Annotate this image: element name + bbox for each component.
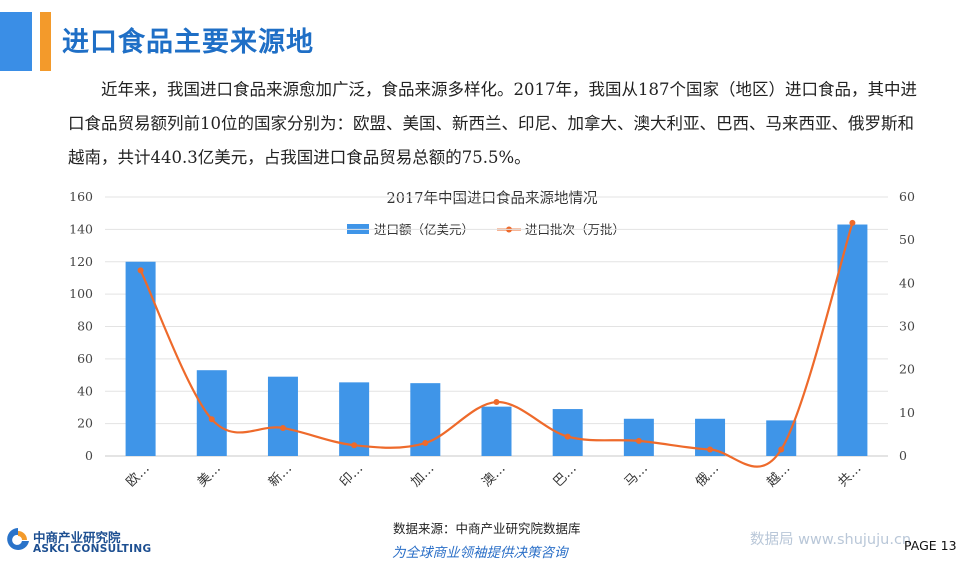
line-point [208, 416, 215, 423]
line-point [849, 219, 856, 226]
left-axis-tick-label: 100 [69, 286, 93, 301]
logo-text-cn: 中商产业研究院 [33, 530, 121, 545]
page-number: PAGE 13 [904, 538, 957, 553]
left-axis-tick-label: 40 [77, 383, 93, 398]
bar [267, 376, 298, 456]
line-point [351, 442, 358, 449]
left-axis-ticks: 0 20 40 60 80 100 120 140 160 [69, 189, 93, 463]
chart-gridlines [105, 196, 888, 457]
category-label: 欧… [124, 461, 153, 490]
bar [196, 370, 227, 456]
line-point [564, 433, 571, 440]
left-axis-tick-label: 160 [69, 189, 93, 204]
category-label: 马… [622, 461, 651, 490]
right-axis-tick-label: 60 [899, 189, 915, 204]
left-axis-tick-label: 120 [69, 254, 93, 269]
right-axis-tick-label: 40 [899, 275, 915, 290]
line-point [707, 446, 714, 453]
data-source-note: 数据来源：中商产业研究院数据库 [393, 521, 581, 536]
title-accent-bar-orange [40, 12, 51, 71]
watermark-text: 数据局 www.shujuju.cn [750, 532, 912, 548]
import-source-chart: 2017年中国进口食品来源地情况 进口额（亿美元） 进口批次（万批） 02040… [69, 189, 915, 490]
logo-text-en: ASKCI CONSULTING [33, 543, 152, 555]
category-label: 印… [337, 461, 366, 490]
left-axis-tick-label: 0 [85, 448, 93, 463]
logo-mark-icon [7, 528, 29, 550]
category-label: 巴… [551, 461, 580, 490]
category-label: 加… [408, 461, 437, 490]
category-label: 俄… [693, 461, 722, 490]
line-point [778, 446, 785, 453]
line-point [635, 437, 642, 444]
footer-slogan: 为全球商业领袖提供决策咨询 [392, 545, 568, 561]
bar [481, 406, 512, 456]
bar-series [125, 224, 868, 456]
intro-paragraph: 近年来，我国进口食品来源愈加广泛，食品来源多样化。2017年，我国从187个国家… [68, 80, 917, 167]
bar [125, 261, 156, 456]
bar [837, 224, 868, 456]
company-logo: 中商产业研究院 ASKCI CONSULTING [6, 525, 166, 559]
right-axis-tick-label: 20 [899, 362, 915, 377]
right-axis-tick-label: 30 [899, 319, 915, 334]
bar [623, 418, 654, 456]
chart-title: 2017年中国进口食品来源地情况 [387, 190, 598, 207]
line-point [279, 424, 286, 431]
right-axis-ticks: 0 10 20 30 40 50 60 [899, 189, 915, 463]
line-series [137, 219, 856, 468]
page-title: 进口食品主要来源地 [62, 27, 314, 58]
right-axis-tick-label: 50 [899, 232, 915, 247]
category-label: 越… [764, 461, 793, 490]
series-line [139, 222, 854, 468]
left-axis-tick-label: 20 [77, 416, 93, 431]
left-axis-tick-label: 140 [69, 221, 93, 236]
right-axis-tick-label: 10 [899, 405, 915, 420]
line-point [493, 399, 500, 406]
left-axis-tick-label: 60 [77, 351, 93, 366]
category-labels: 欧… 美… 新… 印… 加… 澳… 巴… 马… 俄… 越… 共… [124, 460, 865, 490]
right-axis-tick-label: 0 [899, 448, 907, 463]
category-label: 美… [195, 461, 224, 490]
category-label: 新… [265, 460, 295, 490]
line-point [422, 440, 429, 447]
category-label: 共… [835, 461, 864, 490]
line-point [137, 267, 144, 274]
left-axis-tick-label: 80 [77, 319, 93, 334]
category-label: 澳… [479, 460, 509, 490]
title-accent-bar-blue [0, 12, 32, 71]
